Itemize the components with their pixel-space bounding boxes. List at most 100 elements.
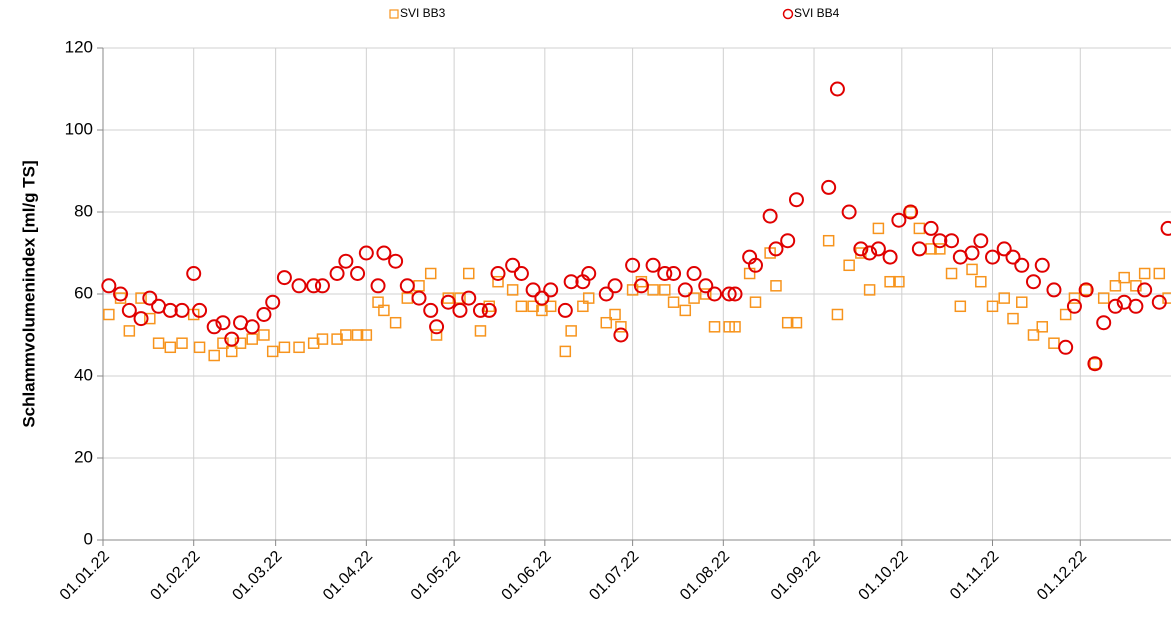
point bbox=[891, 212, 907, 228]
point bbox=[506, 284, 519, 296]
point bbox=[490, 266, 506, 281]
y-tick-label: 100 bbox=[65, 119, 93, 138]
point bbox=[677, 282, 693, 298]
point bbox=[463, 267, 475, 280]
point bbox=[609, 308, 621, 321]
point bbox=[633, 278, 649, 294]
point bbox=[1138, 267, 1151, 280]
point bbox=[1160, 220, 1171, 236]
point bbox=[543, 282, 559, 298]
point bbox=[144, 312, 156, 325]
point bbox=[1046, 282, 1062, 298]
point bbox=[721, 286, 737, 302]
point bbox=[224, 331, 240, 347]
point bbox=[1025, 274, 1041, 290]
point bbox=[123, 325, 136, 337]
point bbox=[429, 319, 445, 335]
point bbox=[872, 222, 885, 235]
point bbox=[351, 329, 364, 341]
point bbox=[727, 286, 743, 302]
point bbox=[370, 278, 386, 294]
point bbox=[376, 245, 392, 261]
point bbox=[276, 270, 292, 286]
point bbox=[1078, 282, 1094, 298]
point bbox=[1059, 308, 1072, 321]
point bbox=[1096, 315, 1112, 331]
point bbox=[843, 259, 855, 272]
x-tick-label: 01.09.22 bbox=[768, 548, 824, 604]
point bbox=[293, 341, 305, 354]
point bbox=[338, 253, 354, 269]
point bbox=[378, 304, 390, 317]
point bbox=[932, 233, 948, 249]
point bbox=[329, 266, 345, 281]
point bbox=[1007, 312, 1019, 325]
point bbox=[945, 267, 958, 280]
point bbox=[1107, 298, 1123, 314]
x-tick-label: 01.04.22 bbox=[320, 548, 376, 604]
point bbox=[966, 263, 978, 276]
point bbox=[780, 233, 796, 249]
x-tick-label: 01.05.22 bbox=[408, 548, 464, 604]
y-tick-label: 120 bbox=[65, 37, 93, 56]
point bbox=[1128, 298, 1144, 314]
point bbox=[762, 208, 778, 224]
point bbox=[1080, 284, 1092, 296]
point bbox=[265, 294, 281, 310]
point bbox=[307, 337, 320, 349]
point bbox=[515, 300, 528, 313]
point bbox=[505, 257, 521, 273]
point bbox=[401, 292, 414, 304]
point bbox=[831, 308, 844, 321]
point bbox=[474, 325, 487, 337]
y-tick-label: 80 bbox=[74, 201, 93, 220]
point bbox=[698, 278, 714, 294]
point bbox=[1151, 294, 1167, 310]
point bbox=[657, 266, 673, 281]
point bbox=[790, 316, 803, 329]
point bbox=[607, 278, 623, 294]
y-tick-label: 0 bbox=[84, 529, 93, 548]
point bbox=[700, 288, 712, 300]
point bbox=[944, 233, 960, 249]
point bbox=[527, 300, 539, 313]
point bbox=[256, 307, 272, 322]
point bbox=[563, 274, 579, 290]
point bbox=[306, 278, 322, 294]
point bbox=[708, 321, 721, 333]
y-tick-label: 40 bbox=[74, 365, 93, 384]
point bbox=[625, 257, 641, 273]
point bbox=[492, 275, 504, 288]
point bbox=[600, 316, 613, 329]
point bbox=[559, 345, 572, 358]
point bbox=[350, 266, 366, 281]
x-tick-label: 01.06.22 bbox=[499, 548, 555, 604]
point bbox=[770, 280, 782, 292]
point bbox=[192, 302, 208, 318]
legend-label: SVI BB4 bbox=[794, 6, 840, 20]
point bbox=[863, 284, 876, 296]
point bbox=[133, 311, 149, 327]
point bbox=[964, 245, 980, 261]
point bbox=[481, 302, 497, 318]
point bbox=[215, 315, 231, 331]
point bbox=[1137, 282, 1153, 298]
point bbox=[534, 290, 550, 306]
point bbox=[1097, 292, 1110, 304]
point bbox=[829, 81, 845, 97]
x-tick-label: 01.07.22 bbox=[586, 548, 642, 604]
point bbox=[707, 286, 723, 302]
point bbox=[1027, 329, 1040, 341]
point bbox=[246, 333, 258, 345]
point bbox=[743, 267, 756, 280]
x-tick-label: 01.08.22 bbox=[677, 548, 733, 604]
point bbox=[206, 319, 222, 335]
point bbox=[440, 294, 456, 310]
point bbox=[1089, 357, 1101, 370]
point bbox=[278, 341, 291, 354]
point bbox=[193, 341, 206, 354]
point bbox=[904, 206, 917, 218]
point bbox=[358, 245, 374, 261]
point bbox=[613, 327, 629, 343]
